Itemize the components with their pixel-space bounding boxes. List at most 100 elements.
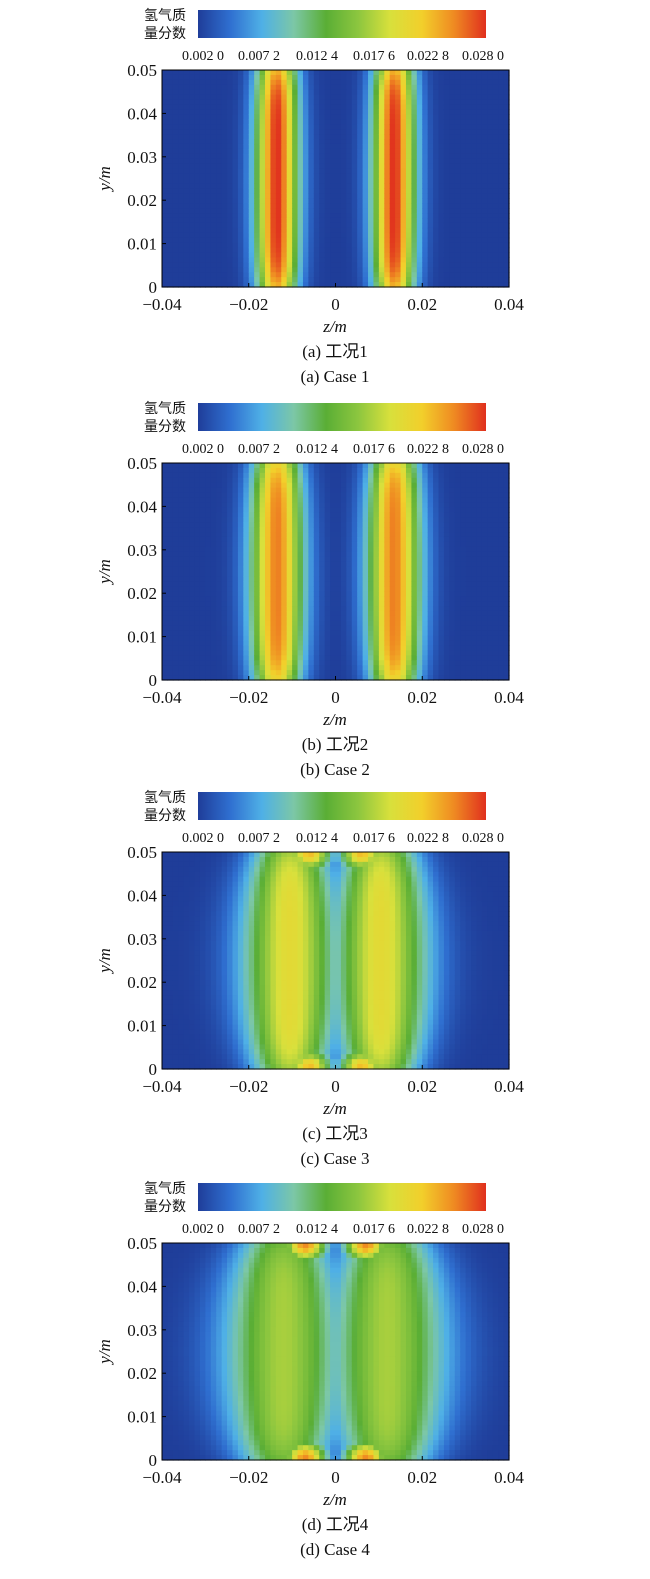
heatmap-cell — [259, 640, 266, 647]
heatmap-cell — [221, 217, 228, 224]
heatmap-cell — [433, 104, 440, 111]
heatmap-cell — [373, 532, 380, 538]
heatmap-cell — [373, 482, 380, 489]
heatmap-cell — [319, 193, 326, 199]
heatmap-cell — [378, 675, 385, 681]
heatmap-cell — [302, 517, 309, 523]
heatmap-cell — [281, 670, 288, 676]
heatmap-cell — [373, 252, 380, 259]
heatmap-cell — [487, 257, 494, 263]
heatmap-cell — [324, 168, 331, 175]
heatmap-cell — [405, 109, 412, 115]
heatmap-cell — [319, 477, 326, 484]
colorbar-tick-label: 0.007 2 — [238, 442, 280, 457]
heatmap-cell — [335, 463, 342, 469]
heatmap-cell — [498, 74, 505, 81]
heatmap-cell — [471, 272, 478, 278]
heatmap-cell — [275, 536, 282, 543]
heatmap-cell — [259, 173, 266, 180]
heatmap-cell — [172, 640, 179, 647]
heatmap-cell — [199, 586, 206, 592]
heatmap-cell — [498, 193, 505, 199]
heatmap-cell — [460, 237, 467, 244]
heatmap-cell — [302, 198, 309, 204]
heatmap-cell — [194, 532, 201, 538]
heatmap-cell — [194, 257, 201, 263]
heatmap-cell — [308, 675, 315, 681]
heatmap-cell — [297, 541, 304, 548]
heatmap-cell — [178, 640, 185, 647]
heatmap-cell — [248, 163, 255, 170]
heatmap-cell — [389, 507, 396, 513]
heatmap-cell — [373, 217, 380, 224]
heatmap-cell — [443, 148, 450, 155]
heatmap-cell — [319, 640, 326, 647]
heatmap-cell — [302, 507, 309, 513]
heatmap-cell — [362, 551, 369, 558]
heatmap-cell — [275, 482, 282, 489]
heatmap-cell — [498, 109, 505, 115]
heatmap-cell — [189, 104, 196, 111]
heatmap-cell — [189, 571, 196, 578]
heatmap-cell — [172, 620, 179, 627]
heatmap-cell — [378, 124, 385, 130]
heatmap-cell — [460, 99, 467, 106]
heatmap-cell — [248, 153, 255, 160]
heatmap-cell — [183, 517, 190, 523]
heatmap-cell — [378, 660, 385, 666]
caption-cn: (a) 工况1 — [302, 342, 368, 361]
heatmap-cell — [172, 532, 179, 538]
heatmap-cell — [199, 556, 206, 563]
heatmap-cell — [292, 242, 299, 249]
heatmap-cell — [227, 158, 234, 165]
heatmap-cell — [389, 168, 396, 175]
heatmap-cell — [389, 262, 396, 268]
heatmap-cell — [162, 675, 169, 681]
heatmap-cell — [373, 497, 380, 504]
heatmap-cell — [232, 591, 239, 597]
heatmap-cell — [503, 143, 510, 150]
heatmap-cell — [400, 173, 407, 180]
heatmap-cell — [384, 237, 391, 244]
heatmap-cell — [340, 109, 347, 115]
heatmap-cell — [167, 512, 174, 518]
heatmap-cell — [384, 272, 391, 278]
heatmap-cell — [221, 193, 228, 199]
heatmap-cell — [378, 467, 385, 474]
heatmap-cell — [254, 660, 261, 666]
heatmap-cell — [465, 114, 472, 120]
heatmap-cell — [384, 615, 391, 622]
heatmap-cell — [384, 134, 391, 140]
heatmap-cell — [254, 173, 261, 180]
heatmap-cell — [199, 282, 206, 288]
heatmap-cell — [227, 178, 234, 185]
heatmap-cell — [405, 193, 412, 199]
heatmap-cell — [346, 237, 353, 244]
heatmap-cell — [443, 79, 450, 86]
heatmap-cell — [248, 213, 255, 219]
heatmap-cell — [178, 217, 185, 224]
heatmap-cell — [221, 522, 228, 528]
heatmap-cell — [183, 114, 190, 120]
heatmap-cell — [362, 217, 369, 224]
heatmap-cell — [227, 153, 234, 160]
heatmap-cell — [205, 124, 212, 130]
heatmap-cell — [292, 576, 299, 582]
heatmap-cell — [183, 571, 190, 578]
heatmap-cell — [471, 198, 478, 204]
heatmap-cell — [330, 163, 337, 170]
heatmap-cell — [232, 601, 239, 607]
heatmap-cell — [373, 591, 380, 597]
heatmap-cell — [503, 257, 510, 263]
heatmap-cell — [183, 79, 190, 86]
heatmap-cell — [237, 272, 244, 278]
heatmap-cell — [210, 596, 217, 602]
heatmap-cell — [411, 153, 418, 160]
heatmap-cell — [221, 630, 228, 637]
heatmap-cell — [178, 536, 185, 543]
heatmap-cell — [471, 114, 478, 120]
heatmap-cell — [265, 507, 272, 513]
heatmap-cell — [292, 208, 299, 214]
heatmap-cell — [324, 139, 331, 145]
